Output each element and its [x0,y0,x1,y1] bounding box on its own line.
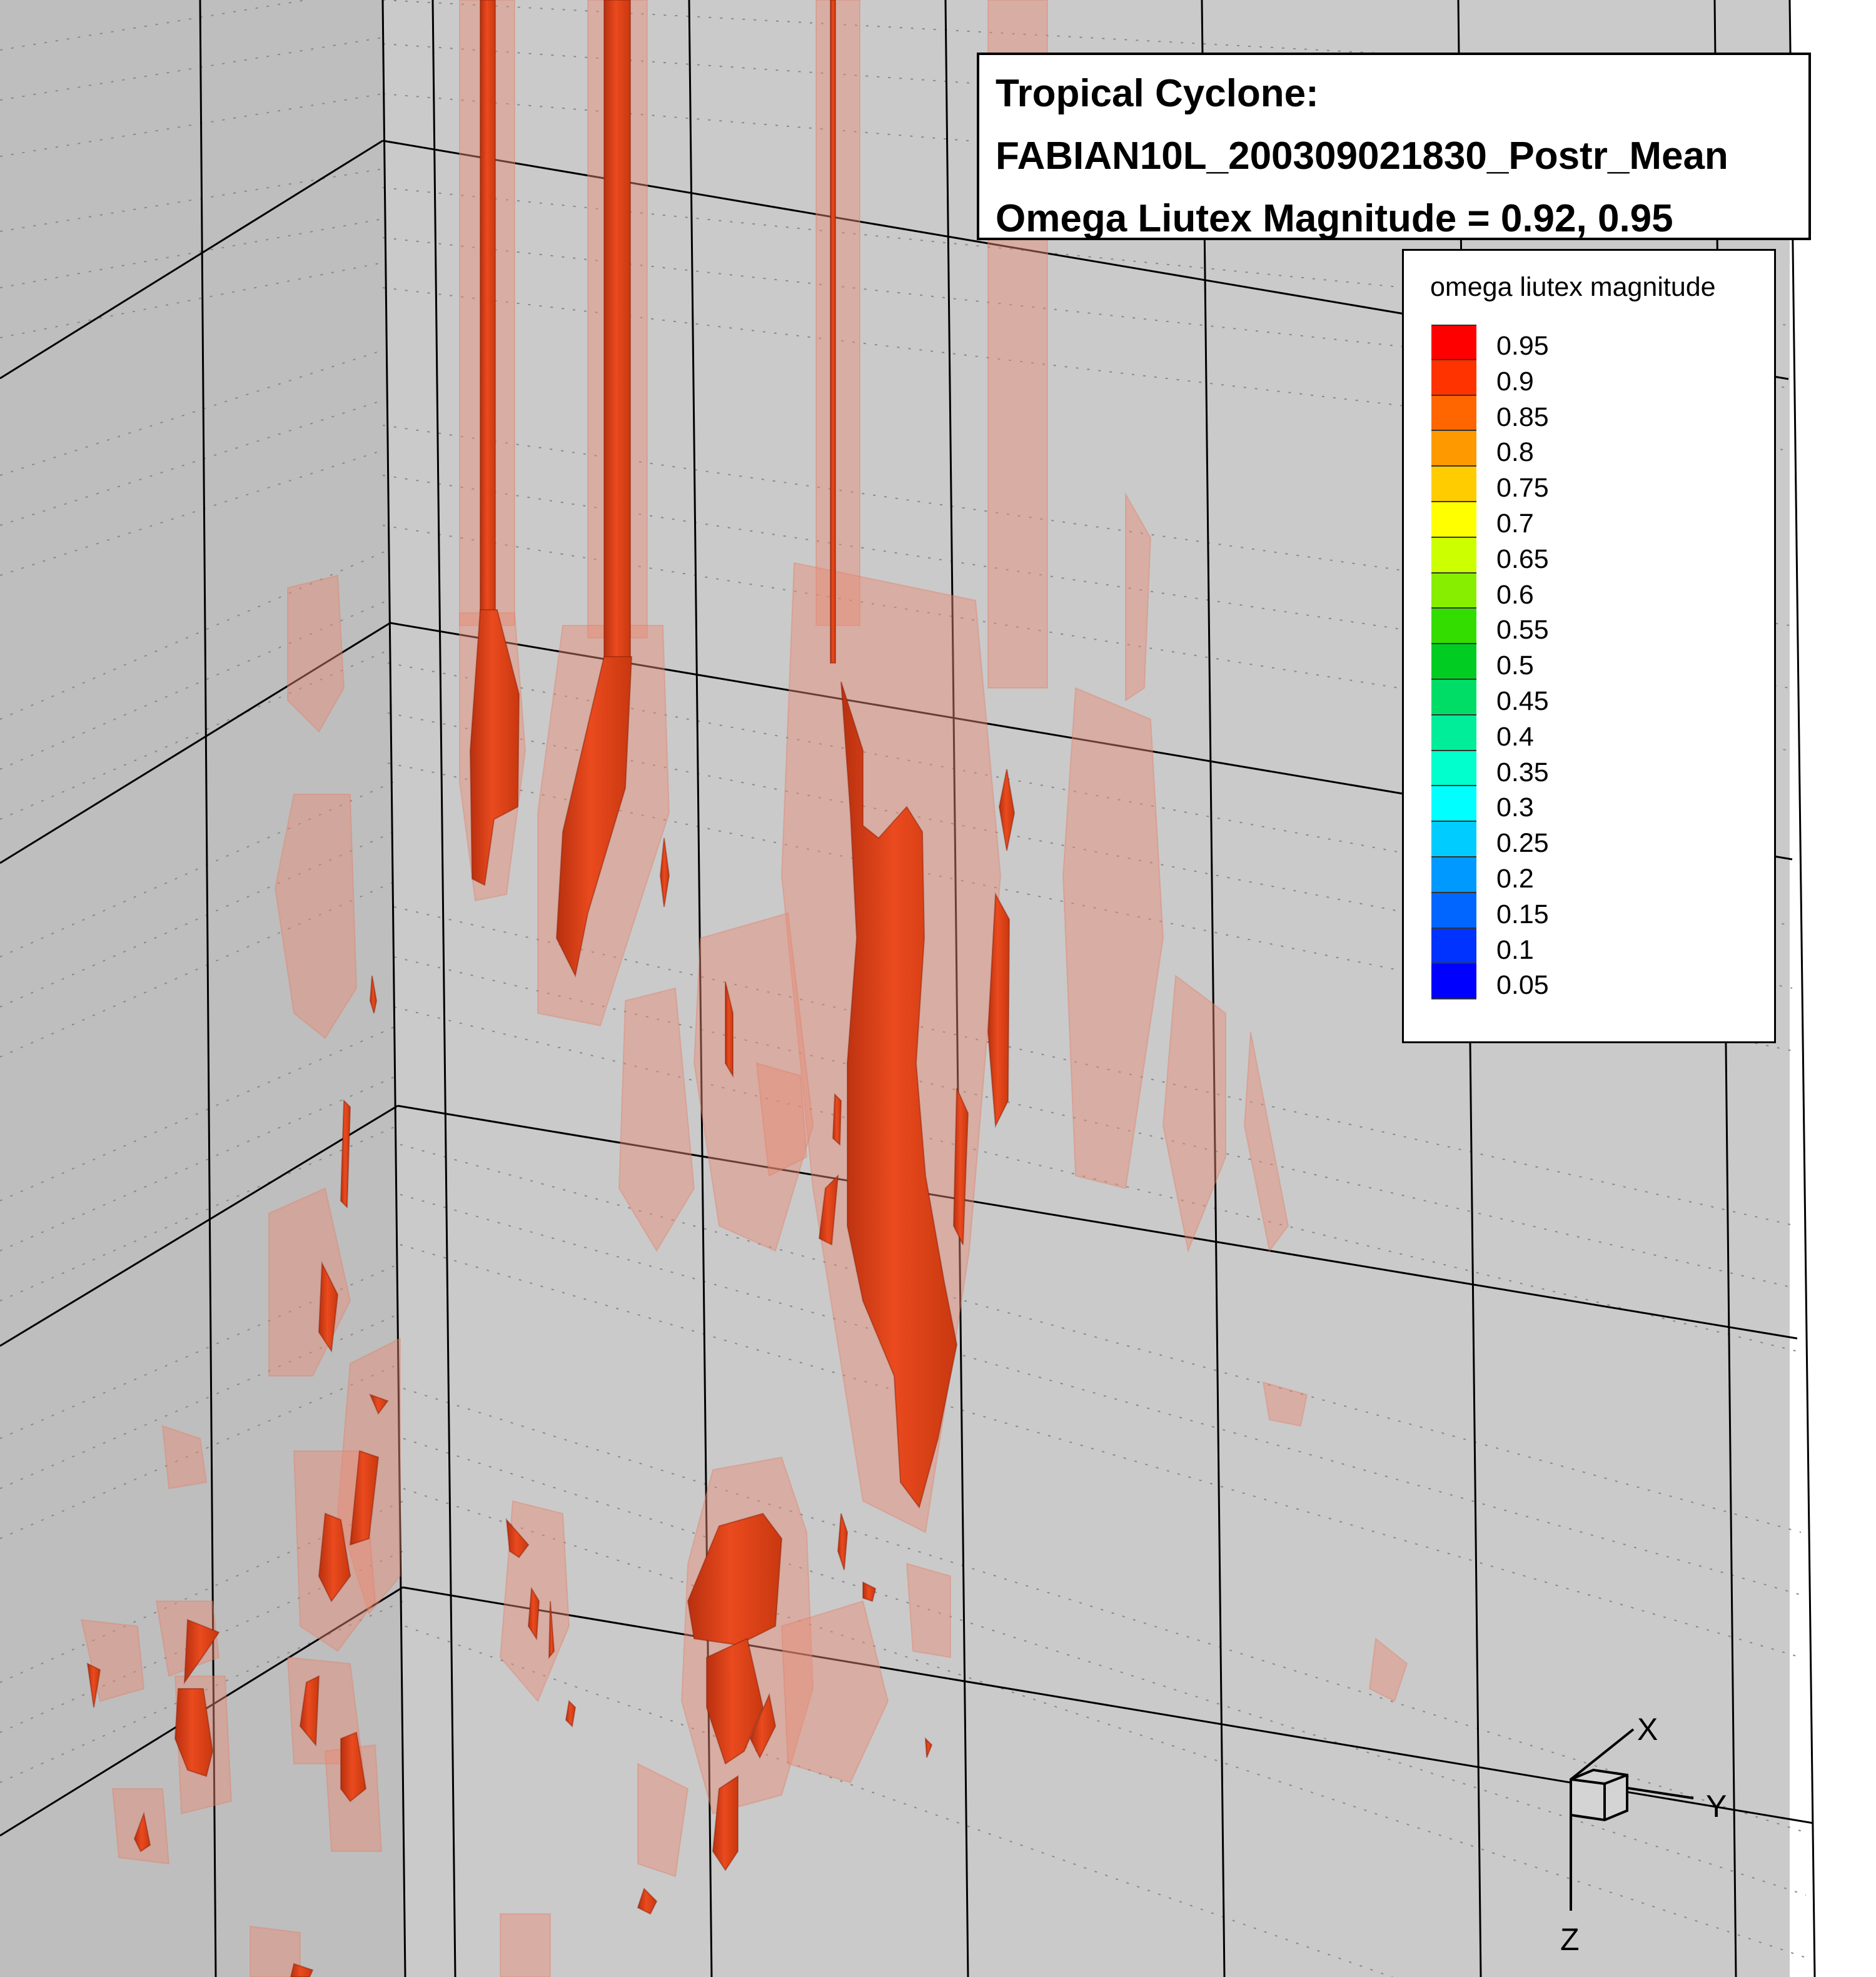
legend-swatch [1431,573,1476,609]
legend-level-label: 0.5 [1496,650,1534,681]
legend-level-label: 0.35 [1496,757,1549,787]
solid-isosurfaces [86,0,1016,1977]
legend-level-label: 0.15 [1496,899,1549,929]
title-line-1: Tropical Cyclone: [996,72,1319,115]
legend-swatch [1431,537,1476,574]
legend-level-label: 0.4 [1496,721,1534,752]
legend-swatches [1431,325,1476,1000]
legend-swatch [1431,857,1476,893]
lower-vortex-blob [687,1512,783,1646]
legend-level-label: 0.45 [1496,685,1549,716]
left-wall [0,0,405,1977]
vortex-thread-3 [830,0,836,664]
legend-level-label: 0.95 [1496,331,1549,361]
legend-swatch [1431,360,1476,396]
legend-swatch [1431,395,1476,432]
title-line-2: FABIAN10L_200309021830_Postr_Mean [996,134,1728,178]
legend-swatch [1431,715,1476,751]
vortex-column-1 [480,0,496,614]
legend-title: omega liutex magnitude [1430,272,1716,302]
right-margin [1790,0,1876,1977]
y-axis-label: Y [1706,1789,1727,1824]
x-axis-label: X [1637,1712,1658,1747]
color-legend: omega liutex magnitude 0.95 0.9 0.85 0.8 0.7… [1402,249,1776,1043]
z-axis-label: Z [1560,1922,1580,1957]
legend-swatch [1431,325,1476,360]
legend-level-label: 0.9 [1496,366,1534,397]
legend-level-label: 0.7 [1496,508,1534,538]
legend-level-label: 0.85 [1496,402,1549,432]
legend-swatch [1431,751,1476,787]
legend-level-label: 0.3 [1496,792,1534,823]
legend-level-label: 0.8 [1496,437,1534,468]
legend-level-label: 0.55 [1496,615,1549,645]
legend-level-label: 0.6 [1496,579,1534,610]
legend-level-label: 0.2 [1496,863,1534,894]
vortex-bulb-2 [555,656,633,978]
legend-level-label: 0.1 [1496,934,1534,965]
legend-level-label: 0.25 [1496,828,1549,859]
vortex-bulb-1 [469,609,520,886]
legend-level-label: 0.05 [1496,970,1549,1001]
title-box: Tropical Cyclone: FABIAN10L_200309021830… [977,53,1811,240]
legend-swatch [1431,609,1476,645]
vortex-column-2 [603,0,631,664]
legend-level-label: 0.75 [1496,473,1549,503]
legend-swatch [1431,467,1476,502]
legend-swatch [1431,964,1476,1000]
legend-swatch [1431,822,1476,857]
legend-swatch [1431,644,1476,680]
legend-swatch [1431,679,1476,715]
legend-labels: 0.95 0.9 0.85 0.8 0.75 0.7 0.65 0.6 0.55 0.5 0.45 0… [1496,328,1549,1003]
legend-swatch [1431,431,1476,467]
x-axis-line [1570,1728,1635,1781]
axis-triad [1570,1728,1694,1911]
axis-cube [1570,1768,1628,1822]
main-vortex [840,681,958,1509]
legend-swatch [1431,928,1476,964]
legend-swatch [1431,786,1476,822]
legend-level-label: 0.65 [1496,544,1549,574]
right-edge-line [1788,0,1816,1977]
title-line-3: Omega Liutex Magnitude = 0.92, 0.95 [996,197,1673,240]
legend-swatch [1431,892,1476,929]
left-wall-dotted-grid [0,0,404,1783]
legend-swatch [1431,502,1476,538]
